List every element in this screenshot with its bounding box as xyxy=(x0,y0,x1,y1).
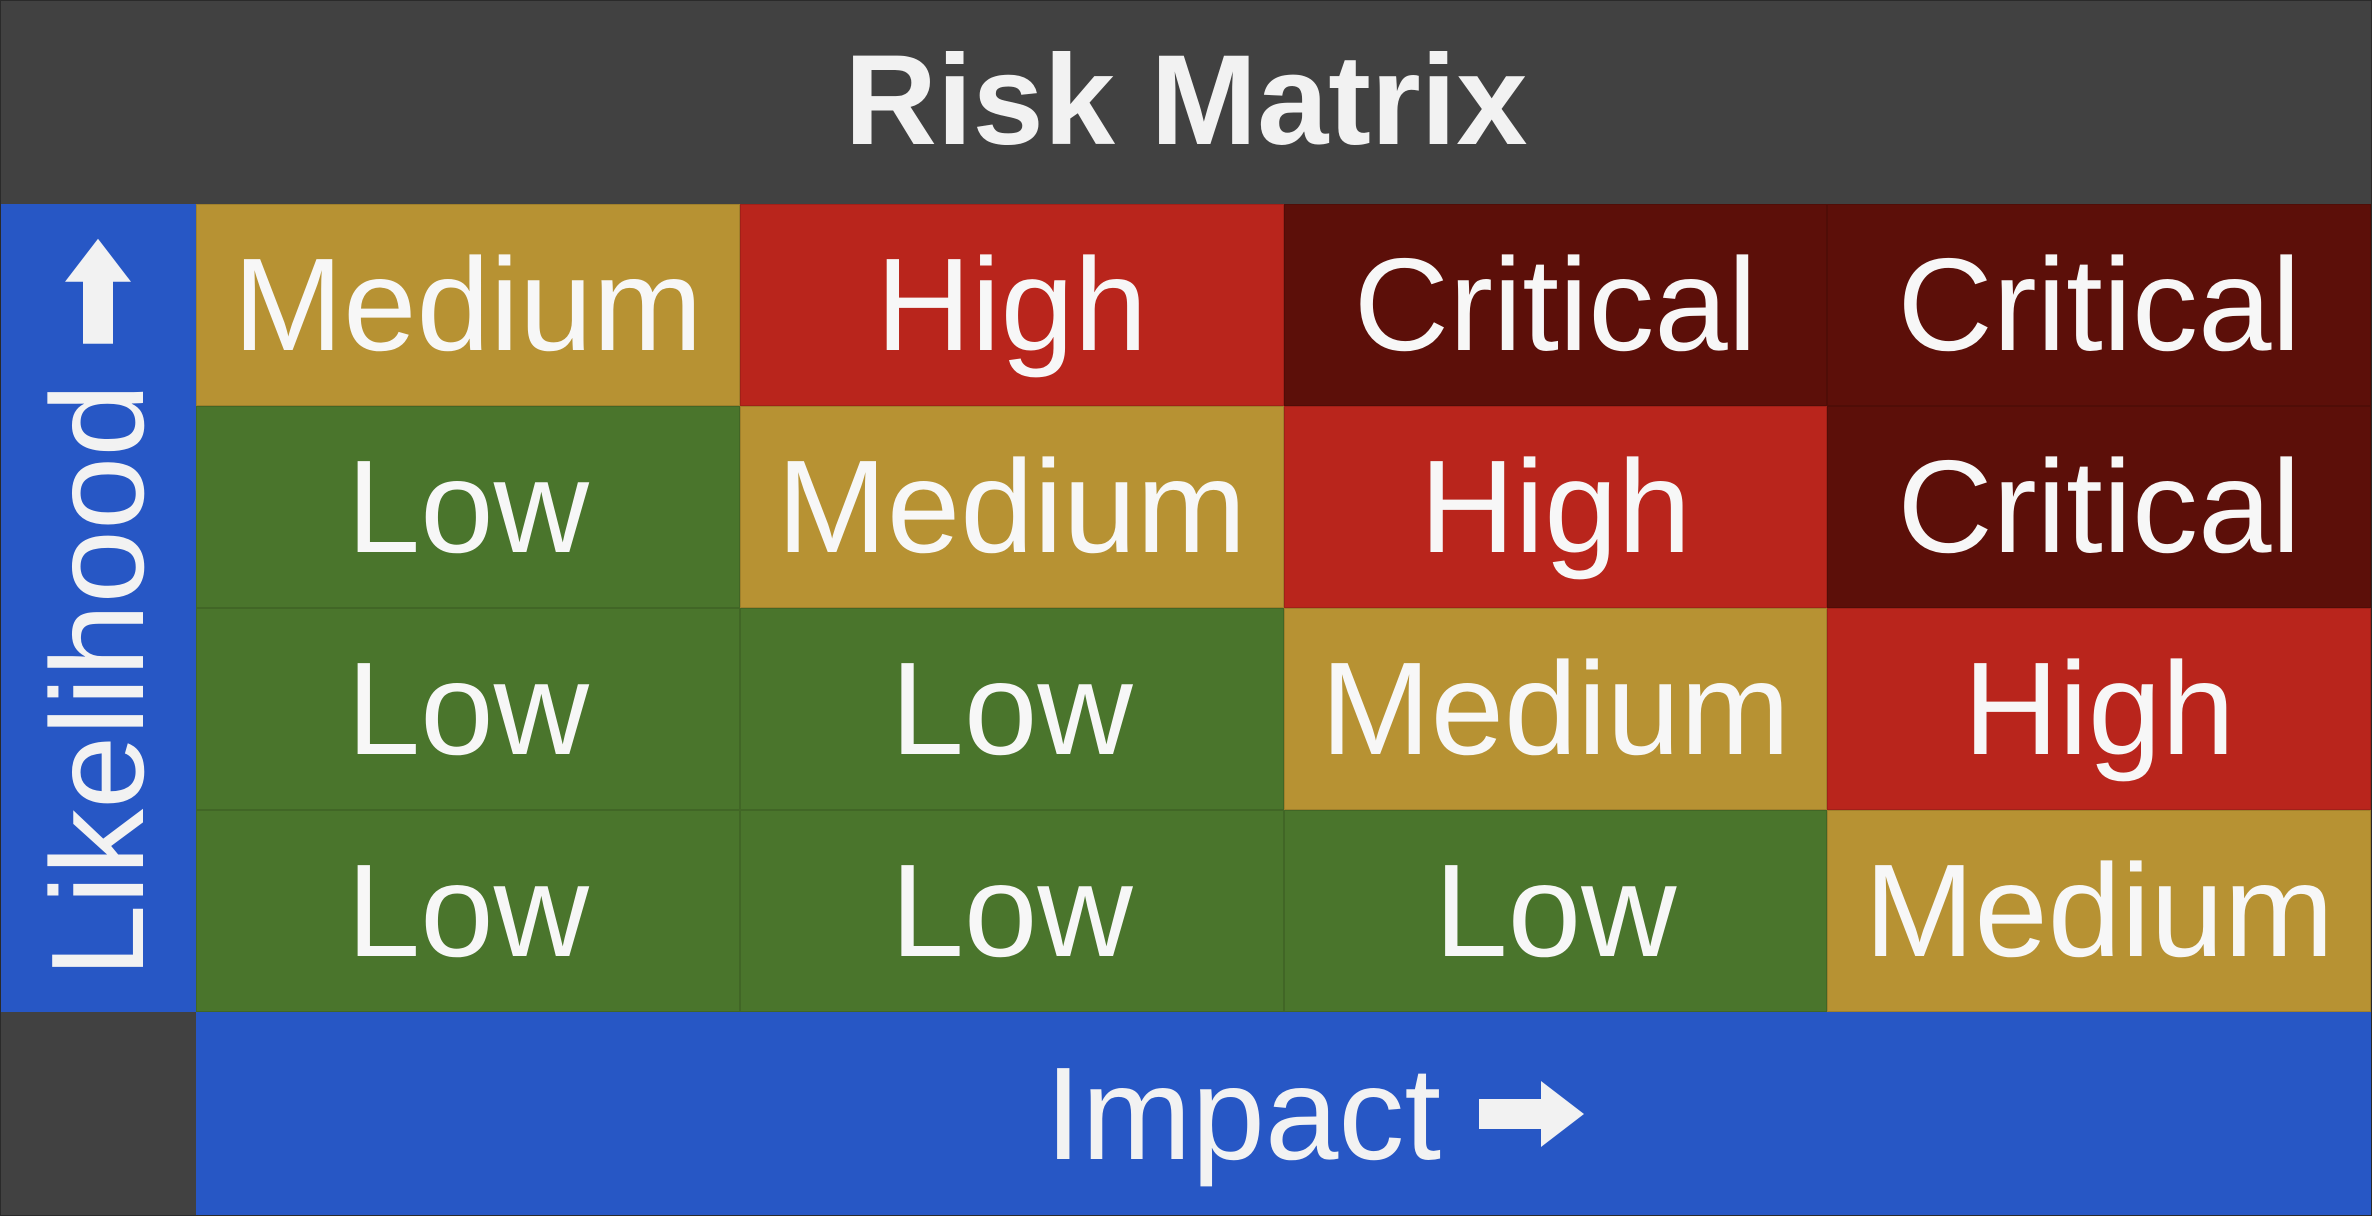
impact-axis-bar: Impact xyxy=(196,1012,2371,1215)
likelihood-axis-label: Likelihood xyxy=(24,383,171,978)
risk-cell-low: Low xyxy=(196,810,740,1012)
risk-cell-medium: Medium xyxy=(196,204,740,406)
risk-cell-high: High xyxy=(1283,406,1828,608)
risk-cell-high: High xyxy=(739,204,1284,406)
page-title: Risk Matrix xyxy=(844,28,1528,172)
risk-cell-medium: Medium xyxy=(1283,608,1828,810)
risk-cell-medium: Medium xyxy=(1827,810,2371,1012)
risk-cell-low: Low xyxy=(1283,810,1828,1012)
risk-matrix-grid: Medium High Critical Critical Low Medium High C… xyxy=(196,204,2371,1012)
title-bar: Risk Matrix xyxy=(1,1,2371,204)
likelihood-axis-bar: Likelihood xyxy=(1,204,196,1012)
risk-cell-low: Low xyxy=(196,406,740,608)
impact-axis-label: Impact xyxy=(1044,1039,1442,1187)
arrow-right-icon xyxy=(1479,1080,1585,1147)
risk-cell-critical: Critical xyxy=(1827,406,2371,608)
corner-spacer xyxy=(1,1012,196,1215)
risk-cell-critical: Critical xyxy=(1827,204,2371,406)
risk-cell-low: Low xyxy=(739,810,1284,1012)
risk-cell-low: Low xyxy=(739,608,1284,810)
risk-cell-high: High xyxy=(1827,608,2371,810)
risk-cell-low: Low xyxy=(196,608,740,810)
risk-cell-critical: Critical xyxy=(1283,204,1828,406)
risk-cell-medium: Medium xyxy=(739,406,1284,608)
likelihood-axis-label-group: Likelihood xyxy=(24,238,171,978)
arrow-up-icon xyxy=(65,238,131,344)
